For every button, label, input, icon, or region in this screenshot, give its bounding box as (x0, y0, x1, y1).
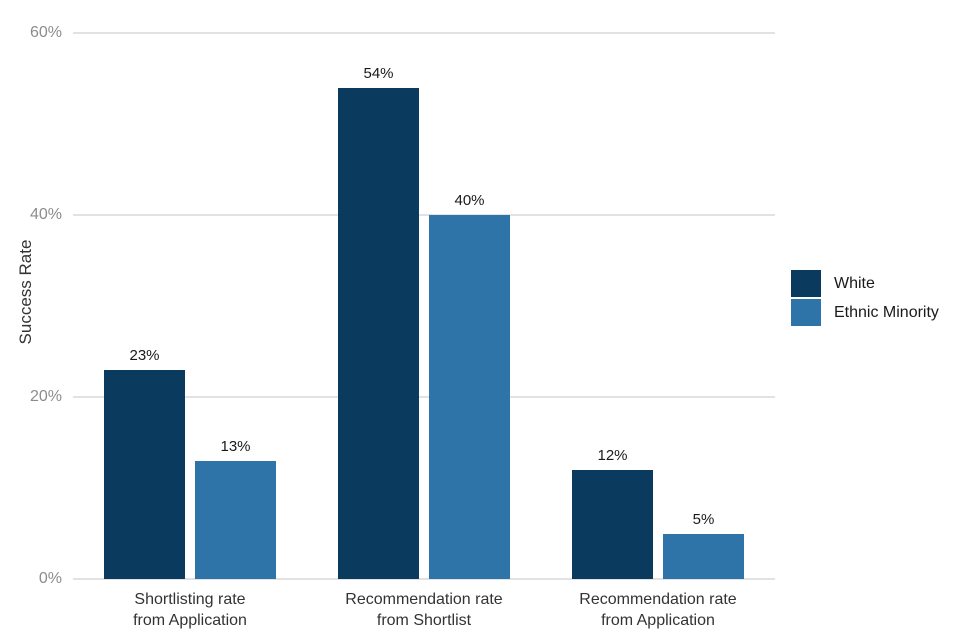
bar-ethnic-minority-group-2 (429, 215, 510, 579)
legend-item-ethnic-minority: Ethnic Minority (791, 299, 939, 326)
gridline-0 (73, 578, 775, 580)
x-axis-category-label: Shortlisting rate from Application (133, 589, 247, 631)
x-axis-category-line: Recommendation rate (345, 591, 503, 608)
bar-white-group-2 (338, 87, 419, 579)
bar-value-label: 13% (220, 437, 251, 455)
bar-value-label: 5% (692, 510, 715, 528)
y-axis-title: Success Rate (16, 239, 35, 345)
x-axis-category-line: Recommendation rate (579, 591, 737, 608)
x-axis-category-line: from Application (133, 612, 247, 629)
legend-label: Ethnic Minority (834, 303, 939, 321)
y-tick-label: 0% (38, 570, 62, 587)
legend-item-white: White (791, 270, 939, 297)
y-tick-label: 60% (29, 24, 62, 41)
plot-area: 23% 13% 54% 40% 12% 5% (73, 32, 775, 580)
gridline-40 (73, 214, 775, 216)
gridline-20 (73, 396, 775, 398)
bar-ethnic-minority-group-1 (195, 460, 276, 579)
bar-value-label: 54% (363, 64, 394, 82)
bar-value-label: 40% (454, 192, 485, 209)
gridline-60 (73, 32, 775, 34)
bar-white-group-1 (104, 369, 185, 579)
legend-label: White (834, 274, 875, 292)
y-tick-label: 40% (29, 206, 62, 223)
bar-value-label: 12% (597, 446, 628, 464)
x-axis-category-label: Recommendation rate from Application (579, 589, 736, 631)
bar-value-label: 23% (129, 346, 160, 364)
legend: White Ethnic Minority (791, 270, 939, 326)
x-axis-category-line: from Shortlist (376, 612, 472, 629)
legend-swatch (791, 270, 821, 297)
legend-swatch (791, 299, 821, 326)
bar-ethnic-minority-group-3 (663, 533, 744, 579)
x-axis-category-label: Recommendation rate from Shortlist (345, 589, 502, 631)
bar-white-group-3 (572, 469, 653, 579)
x-axis-category-line: from Application (601, 612, 715, 629)
y-tick-label: 20% (29, 388, 62, 405)
x-axis-category-line: Shortlisting rate (134, 591, 246, 608)
